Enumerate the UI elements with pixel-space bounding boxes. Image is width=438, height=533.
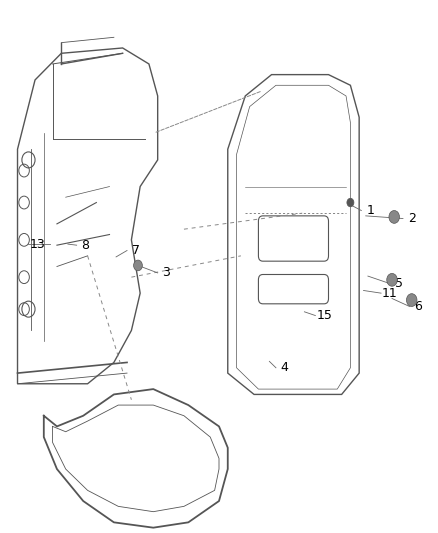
Text: 2: 2 — [408, 212, 416, 225]
Text: 13: 13 — [29, 238, 45, 251]
Circle shape — [134, 260, 142, 271]
Circle shape — [347, 198, 354, 207]
Text: 3: 3 — [162, 266, 170, 279]
Text: 6: 6 — [414, 300, 422, 313]
Text: 11: 11 — [382, 287, 398, 300]
Text: 8: 8 — [81, 239, 89, 252]
Text: 5: 5 — [395, 277, 403, 290]
Text: 1: 1 — [366, 204, 374, 217]
Text: 15: 15 — [316, 309, 332, 322]
Text: 4: 4 — [281, 361, 289, 374]
Circle shape — [406, 294, 417, 306]
Circle shape — [387, 273, 397, 286]
Circle shape — [389, 211, 399, 223]
Text: 7: 7 — [132, 244, 140, 257]
